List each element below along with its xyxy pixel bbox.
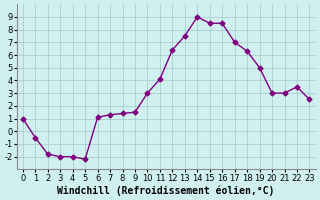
X-axis label: Windchill (Refroidissement éolien,°C): Windchill (Refroidissement éolien,°C)	[58, 185, 275, 196]
